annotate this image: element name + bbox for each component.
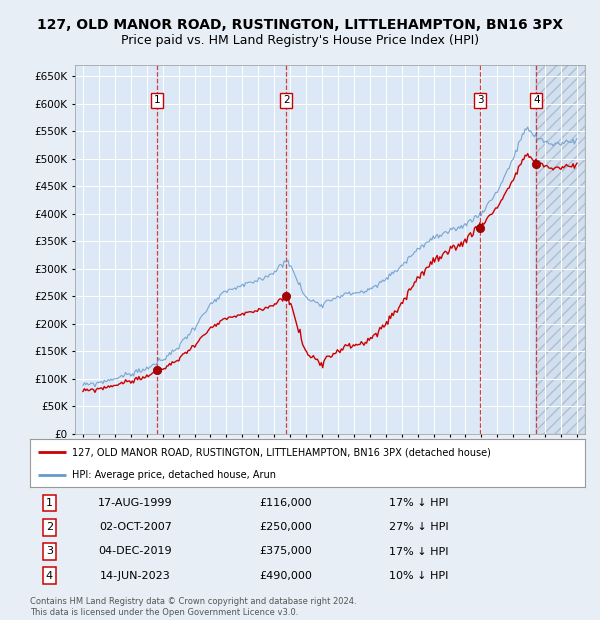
Bar bbox=[536, 65, 585, 434]
Text: 1: 1 bbox=[154, 95, 160, 105]
Text: 10% ↓ HPI: 10% ↓ HPI bbox=[389, 570, 448, 581]
Text: This data is licensed under the Open Government Licence v3.0.: This data is licensed under the Open Gov… bbox=[30, 608, 298, 617]
Text: £116,000: £116,000 bbox=[259, 498, 311, 508]
Text: 27% ↓ HPI: 27% ↓ HPI bbox=[389, 522, 448, 533]
Bar bbox=[536, 65, 585, 434]
Text: 04-DEC-2019: 04-DEC-2019 bbox=[98, 546, 172, 557]
Text: 4: 4 bbox=[533, 95, 540, 105]
Text: 3: 3 bbox=[477, 95, 484, 105]
Text: 3: 3 bbox=[46, 546, 53, 557]
Text: 17% ↓ HPI: 17% ↓ HPI bbox=[389, 498, 448, 508]
Text: £375,000: £375,000 bbox=[259, 546, 311, 557]
Text: 1: 1 bbox=[46, 498, 53, 508]
Text: 127, OLD MANOR ROAD, RUSTINGTON, LITTLEHAMPTON, BN16 3PX (detached house): 127, OLD MANOR ROAD, RUSTINGTON, LITTLEH… bbox=[71, 447, 491, 458]
Text: £250,000: £250,000 bbox=[259, 522, 311, 533]
Text: HPI: Average price, detached house, Arun: HPI: Average price, detached house, Arun bbox=[71, 470, 275, 480]
Text: £490,000: £490,000 bbox=[259, 570, 312, 581]
Text: 17% ↓ HPI: 17% ↓ HPI bbox=[389, 546, 448, 557]
Text: 02-OCT-2007: 02-OCT-2007 bbox=[99, 522, 172, 533]
Text: 2: 2 bbox=[46, 522, 53, 533]
Text: 2: 2 bbox=[283, 95, 289, 105]
Text: Price paid vs. HM Land Registry's House Price Index (HPI): Price paid vs. HM Land Registry's House … bbox=[121, 35, 479, 47]
Text: Contains HM Land Registry data © Crown copyright and database right 2024.: Contains HM Land Registry data © Crown c… bbox=[30, 597, 356, 606]
Text: 127, OLD MANOR ROAD, RUSTINGTON, LITTLEHAMPTON, BN16 3PX: 127, OLD MANOR ROAD, RUSTINGTON, LITTLEH… bbox=[37, 18, 563, 32]
Text: 4: 4 bbox=[46, 570, 53, 581]
Text: 14-JUN-2023: 14-JUN-2023 bbox=[100, 570, 171, 581]
Text: 17-AUG-1999: 17-AUG-1999 bbox=[98, 498, 173, 508]
